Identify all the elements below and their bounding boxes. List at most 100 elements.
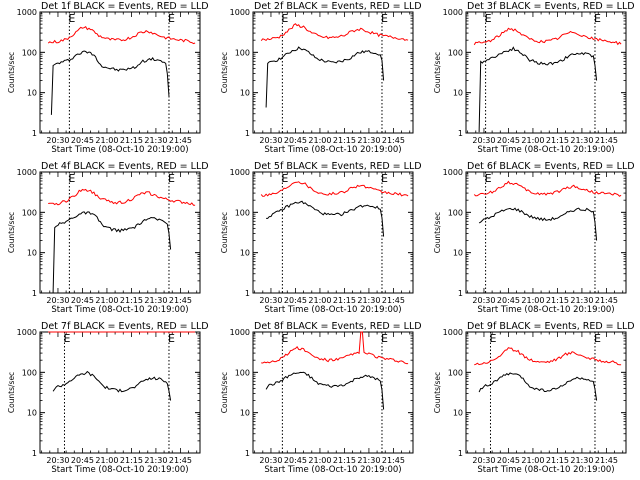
- x-tick-label: 20:45: [497, 136, 520, 145]
- x-tick-label: 21:15: [120, 136, 143, 145]
- x-tick-label: 21:30: [144, 456, 167, 465]
- y-tick-label: 10: [453, 409, 463, 418]
- y-tick-label: 1000: [230, 168, 250, 177]
- events-series-line: [52, 211, 172, 293]
- x-axis-label: Start Time (08-Oct-10 20:19:00): [477, 145, 614, 155]
- panel-det-1: Det 1f BLACK = Events, RED = LLD 1 10 100 10…: [7, 1, 209, 155]
- y-axis-label: Counts/sec: [7, 212, 16, 253]
- time-marker-label: E: [381, 172, 388, 185]
- time-marker-label: E: [281, 12, 288, 25]
- panel-det-9: Det 9f BLACK = Events, RED = LLD 1 10 100 10…: [433, 321, 635, 475]
- x-tick-label: 21:15: [546, 296, 569, 305]
- lld-series-line: [473, 180, 622, 197]
- plot-frame: [465, 331, 627, 454]
- x-tick-label: 20:45: [71, 296, 94, 305]
- panel-title: Det 8f BLACK = Events, RED = LLD: [254, 321, 422, 332]
- x-tick-label: 21:30: [144, 136, 167, 145]
- time-marker-label: E: [594, 12, 601, 25]
- x-tick-label: 21:15: [120, 456, 143, 465]
- y-tick-label: 1000: [17, 8, 37, 17]
- x-tick-label: 20:45: [284, 296, 307, 305]
- x-tick-label: 20:30: [472, 456, 495, 465]
- time-marker-label: E: [281, 172, 288, 185]
- plot-frame: [252, 11, 414, 134]
- time-marker-label: E: [485, 12, 492, 25]
- x-tick-label: 21:00: [521, 456, 544, 465]
- x-tick-label: 21:00: [95, 296, 118, 305]
- y-axis-label: Counts/sec: [433, 52, 442, 93]
- panel-title: Det 9f BLACK = Events, RED = LLD: [467, 321, 635, 332]
- time-marker-label: E: [68, 12, 75, 25]
- x-tick-label: 21:45: [382, 136, 405, 145]
- time-marker-label: E: [168, 12, 175, 25]
- y-tick-label: 100: [448, 208, 463, 217]
- x-tick-label: 21:15: [333, 136, 356, 145]
- y-tick-label: 1: [245, 289, 250, 298]
- panel-title: Det 6f BLACK = Events, RED = LLD: [467, 161, 635, 172]
- lld-series-line: [261, 331, 409, 365]
- x-tick-label: 21:30: [357, 296, 380, 305]
- y-tick-label: 1000: [443, 8, 463, 17]
- plot-frame: [465, 11, 627, 134]
- y-tick-label: 10: [27, 89, 37, 98]
- panel-det-7: Det 7f BLACK = Events, RED = LLD 1 10 100 10…: [7, 321, 209, 475]
- y-tick-label: 1000: [17, 328, 37, 337]
- x-tick-label: 21:45: [169, 136, 192, 145]
- x-tick-label: 20:30: [472, 136, 495, 145]
- lld-series-line: [48, 188, 196, 206]
- events-series-line: [265, 46, 385, 108]
- y-tick-label: 1: [245, 449, 250, 458]
- y-tick-label: 10: [240, 409, 250, 418]
- time-marker-label: E: [381, 12, 388, 25]
- x-tick-label: 21:45: [595, 456, 618, 465]
- x-tick-label: 20:30: [46, 456, 69, 465]
- x-tick-label: 21:45: [169, 456, 192, 465]
- y-tick-label: 1000: [17, 168, 37, 177]
- y-tick-label: 1: [32, 449, 37, 458]
- x-tick-label: 20:30: [259, 296, 282, 305]
- x-tick-label: 21:30: [357, 456, 380, 465]
- time-marker-label: E: [168, 332, 175, 345]
- y-tick-label: 10: [240, 89, 250, 98]
- y-axis-label: Counts/sec: [433, 372, 442, 413]
- lld-series-line: [260, 181, 409, 197]
- y-axis-label: Counts/sec: [220, 212, 229, 253]
- time-marker-label: E: [594, 332, 601, 345]
- time-marker-label: E: [63, 332, 70, 345]
- time-marker-label: E: [281, 332, 288, 345]
- x-tick-label: 21:00: [308, 456, 331, 465]
- lld-series-line: [474, 347, 622, 366]
- time-marker-label: E: [594, 172, 601, 185]
- y-tick-label: 1: [458, 129, 463, 138]
- y-tick-label: 10: [453, 249, 463, 258]
- events-series-line: [52, 370, 172, 401]
- y-tick-label: 100: [448, 48, 463, 57]
- time-marker-label: E: [485, 172, 492, 185]
- y-tick-label: 100: [235, 48, 250, 57]
- panel-det-3: Det 3f BLACK = Events, RED = LLD 1 10 100 10…: [433, 1, 635, 155]
- y-tick-label: 100: [22, 48, 37, 57]
- y-tick-label: 10: [240, 249, 250, 258]
- x-tick-label: 20:30: [259, 136, 282, 145]
- y-tick-label: 10: [27, 409, 37, 418]
- y-tick-label: 100: [235, 208, 250, 217]
- x-tick-label: 20:45: [71, 136, 94, 145]
- x-tick-label: 21:15: [546, 136, 569, 145]
- x-tick-label: 21:45: [382, 296, 405, 305]
- events-series-line: [266, 200, 385, 237]
- x-tick-label: 21:00: [95, 136, 118, 145]
- x-tick-label: 21:00: [521, 136, 544, 145]
- y-tick-label: 1: [32, 129, 37, 138]
- panel-title: Det 3f BLACK = Events, RED = LLD: [467, 1, 635, 12]
- panel-title: Det 1f BLACK = Events, RED = LLD: [41, 1, 209, 12]
- x-tick-label: 21:45: [595, 136, 618, 145]
- panel-det-2: Det 2f BLACK = Events, RED = LLD 1 10 100 10…: [220, 1, 422, 155]
- x-axis-label: Start Time (08-Oct-10 20:19:00): [51, 145, 188, 155]
- y-tick-label: 100: [22, 208, 37, 217]
- time-marker-label: E: [168, 172, 175, 185]
- panel-det-5: Det 5f BLACK = Events, RED = LLD 1 10 100 10…: [220, 161, 422, 315]
- x-axis-label: Start Time (08-Oct-10 20:19:00): [264, 145, 401, 155]
- panel-title: Det 7f BLACK = Events, RED = LLD: [41, 321, 209, 332]
